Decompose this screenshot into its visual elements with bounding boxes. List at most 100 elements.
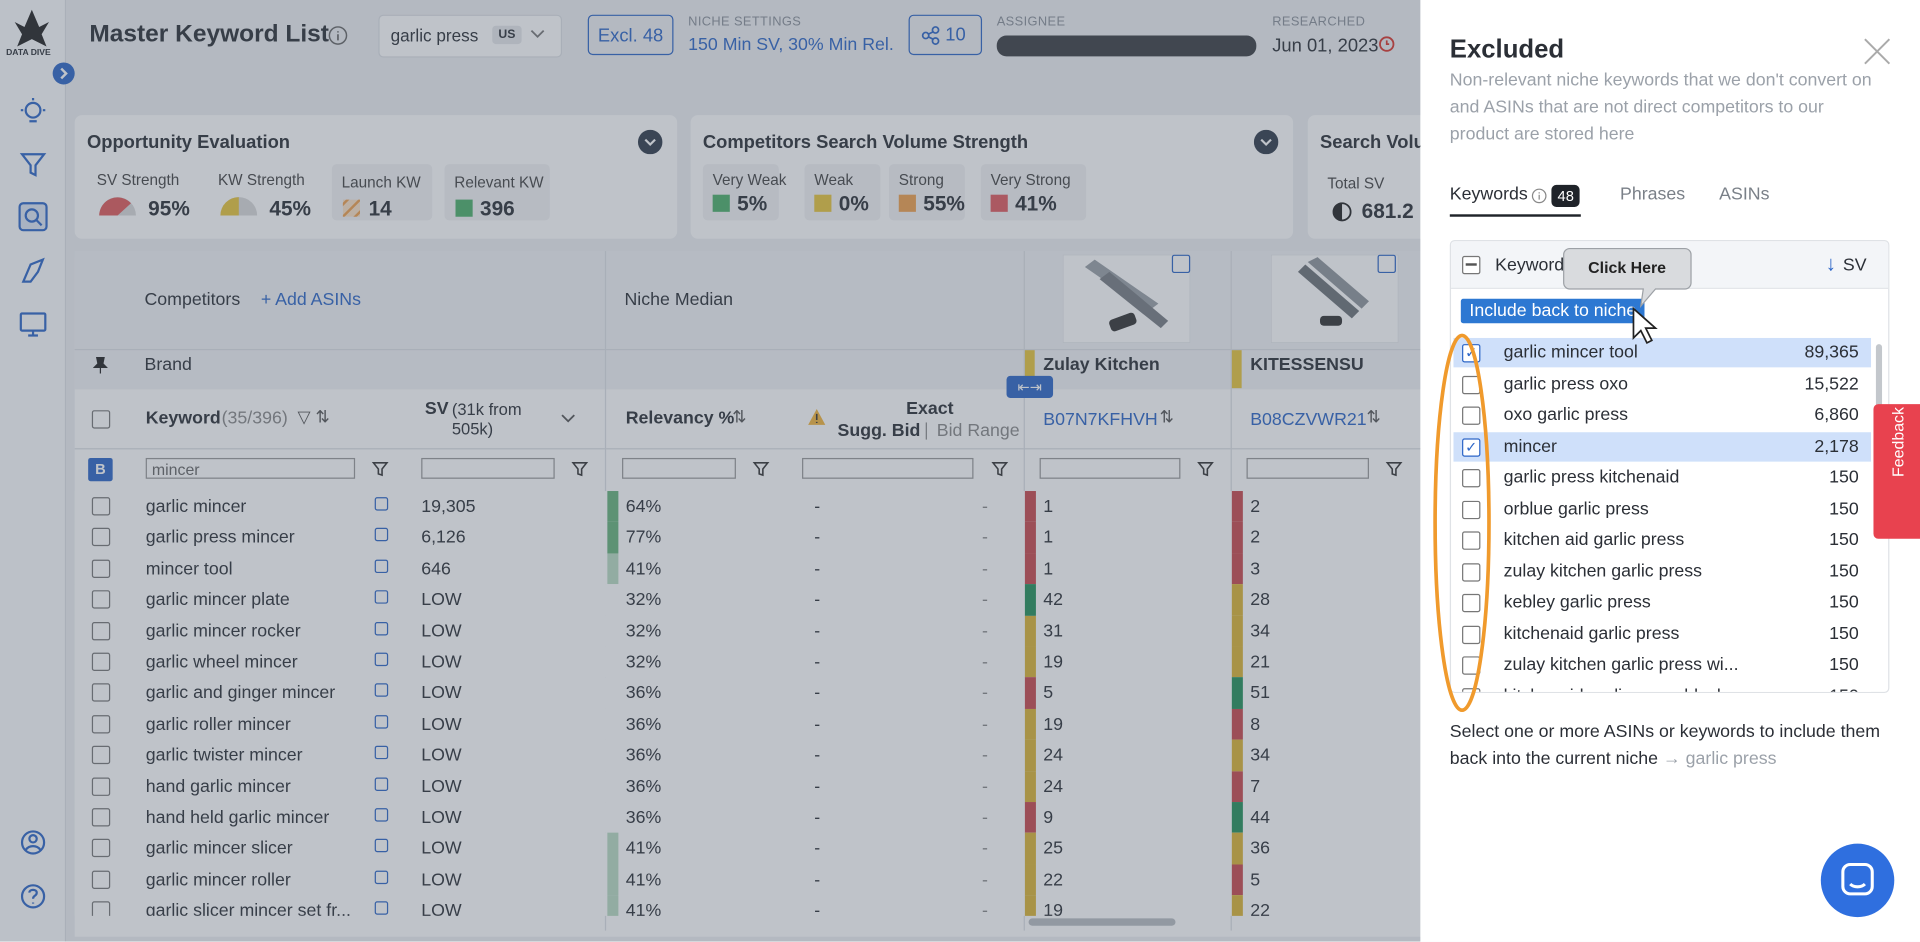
image-checkbox[interactable] xyxy=(1171,254,1191,274)
external-link[interactable] xyxy=(374,652,389,667)
modal-overlay[interactable] xyxy=(0,0,1421,942)
row-checkbox[interactable] xyxy=(91,528,111,547)
external-link[interactable] xyxy=(374,683,389,698)
pin-icon[interactable] xyxy=(93,356,108,374)
info-icon[interactable] xyxy=(328,26,348,46)
search-select[interactable] xyxy=(378,14,563,58)
relevancy: 41% xyxy=(625,559,662,579)
row-checkbox[interactable] xyxy=(91,683,111,703)
excluded-item[interactable]: zulay kitchen garlic press wi... 150 xyxy=(1453,650,1872,680)
niche-settings[interactable]: 150 Min SV, 30% Min Rel. xyxy=(688,35,894,56)
row-checkbox[interactable] xyxy=(91,714,111,734)
excluded-item[interactable]: kitchenaid garlic press black 150 xyxy=(1453,681,1872,692)
excluded-item[interactable]: garlic press kitchenaid 150 xyxy=(1453,462,1872,493)
external-link[interactable] xyxy=(374,621,389,636)
item-checkbox[interactable] xyxy=(1462,531,1481,550)
excluded-item[interactable]: ✓ garlic mincer tool 89,365 xyxy=(1453,337,1872,368)
v-scrollbar[interactable] xyxy=(1875,344,1883,418)
tab-phrases[interactable]: Phrases xyxy=(1620,184,1686,205)
resize-handle[interactable]: ⇤⇥ xyxy=(1006,375,1054,398)
external-link[interactable] xyxy=(374,777,389,791)
include-button[interactable]: Include back to niche xyxy=(1460,298,1645,324)
row-checkbox[interactable] xyxy=(91,808,111,827)
row-checkbox[interactable] xyxy=(91,777,111,796)
item-checkbox[interactable] xyxy=(1462,687,1481,692)
close-button[interactable] xyxy=(1862,37,1891,66)
h-scrollbar[interactable] xyxy=(1028,918,1176,926)
excluded-item[interactable]: zulay kitchen garlic press 150 xyxy=(1453,556,1872,586)
filter-icons[interactable] xyxy=(0,0,1420,490)
row-checkbox[interactable] xyxy=(91,621,111,640)
external-link[interactable] xyxy=(374,528,389,542)
excluded-item[interactable]: kitchenaid garlic press 150 xyxy=(1453,618,1872,649)
collapse-button[interactable] xyxy=(1253,129,1279,155)
row-checkbox[interactable] xyxy=(91,745,111,765)
relevancy-filter[interactable] xyxy=(622,457,736,479)
asin-filter[interactable] xyxy=(1246,457,1369,479)
item-checkbox[interactable] xyxy=(1462,406,1481,425)
row-checkbox[interactable] xyxy=(91,839,111,858)
excluded-item[interactable]: orblue garlic press 150 xyxy=(1453,494,1872,524)
item-checkbox[interactable] xyxy=(1462,562,1481,582)
footer-niche[interactable]: → garlic press xyxy=(1662,749,1777,769)
collapse-button[interactable] xyxy=(637,129,663,155)
excluded-item[interactable]: garlic press oxo 15,522 xyxy=(1453,369,1872,399)
excluded-button[interactable]: Excl. 48 xyxy=(587,14,674,56)
info-icon[interactable] xyxy=(1531,187,1548,204)
sort-desc[interactable] xyxy=(561,414,576,424)
row-checkbox[interactable] xyxy=(91,652,111,672)
external-link[interactable] xyxy=(374,745,389,760)
sv-filter[interactable] xyxy=(421,457,555,479)
external-link[interactable] xyxy=(374,870,389,884)
item-checkbox[interactable] xyxy=(1462,625,1481,644)
col-asin[interactable]: B07N7KFHVH xyxy=(1043,410,1158,430)
external-link[interactable] xyxy=(374,497,389,511)
share-button[interactable] xyxy=(908,14,983,56)
asin-filter[interactable] xyxy=(1039,457,1181,479)
rank-bar xyxy=(1024,833,1036,865)
feedback-tab[interactable] xyxy=(1873,404,1920,539)
sort-icon[interactable]: ⇅ xyxy=(1159,406,1174,427)
row-checkbox[interactable] xyxy=(91,559,111,578)
external-link[interactable] xyxy=(374,901,389,915)
expand-button[interactable] xyxy=(51,61,75,85)
row-checkbox[interactable] xyxy=(91,870,111,889)
chat-button[interactable] xyxy=(1820,842,1896,918)
bid-filter[interactable] xyxy=(802,457,974,479)
sort-arrow[interactable]: ↓ xyxy=(1825,252,1837,276)
item-label: SV Strength xyxy=(96,171,180,189)
tab-asins[interactable]: ASINs xyxy=(1719,184,1770,205)
feedback-text[interactable]: Feedback xyxy=(1888,407,1908,477)
external-link[interactable] xyxy=(374,714,389,729)
item-checkbox[interactable]: ✓ xyxy=(1462,437,1481,457)
item-checkbox[interactable] xyxy=(1462,500,1481,519)
sort-icon[interactable]: ⇅ xyxy=(732,406,747,427)
excluded-item[interactable]: kitchen aid garlic press 150 xyxy=(1453,525,1872,555)
external-link[interactable] xyxy=(374,808,389,822)
external-link[interactable] xyxy=(374,839,389,853)
excluded-item[interactable]: ✓ mincer 2,178 xyxy=(1453,431,1872,462)
external-link[interactable] xyxy=(374,559,389,573)
table-row: garlic roller mincer LOW 36% - - 19 8 xyxy=(74,708,1421,740)
tab-keywords[interactable]: Keywords xyxy=(1449,184,1528,205)
select-all-checkbox[interactable] xyxy=(1462,255,1481,275)
item-checkbox[interactable] xyxy=(1462,468,1481,488)
keyword-filter[interactable]: mincer xyxy=(145,457,356,479)
relevancy-bar xyxy=(607,864,619,896)
account-icons[interactable] xyxy=(17,828,49,914)
col-keyword-icons[interactable]: ▽ ⇅ xyxy=(297,406,330,427)
excluded-item[interactable]: kebley garlic press 150 xyxy=(1453,587,1872,618)
excluded-item[interactable]: oxo garlic press 6,860 xyxy=(1453,400,1872,430)
col-asin[interactable]: B08CZVWR21 xyxy=(1250,410,1367,430)
row-checkbox[interactable] xyxy=(91,497,111,516)
row-checkbox[interactable] xyxy=(91,590,111,609)
item-checkbox[interactable] xyxy=(1462,593,1481,613)
add-asins[interactable]: + Add ASINs xyxy=(260,290,362,310)
image-checkbox[interactable] xyxy=(1377,254,1396,274)
nav-icons[interactable] xyxy=(17,96,49,341)
external-link[interactable] xyxy=(374,590,389,604)
sort-icon[interactable]: ⇅ xyxy=(1366,406,1381,427)
select-all-checkbox[interactable] xyxy=(91,410,111,429)
row-checkbox[interactable] xyxy=(91,901,111,916)
bookmark-badge[interactable]: B xyxy=(88,457,113,482)
